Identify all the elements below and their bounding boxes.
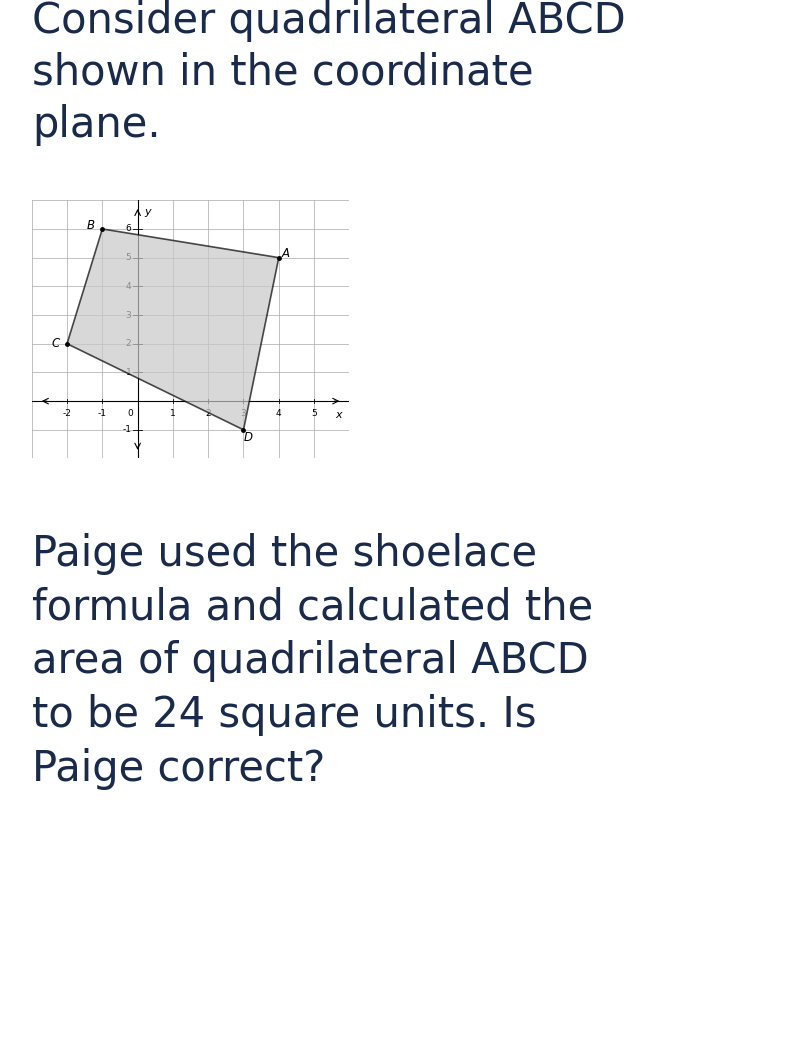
Text: 4: 4	[125, 281, 131, 291]
Text: 5: 5	[125, 253, 131, 262]
Text: B: B	[87, 219, 95, 232]
Text: C: C	[52, 337, 60, 350]
Text: -1: -1	[122, 426, 131, 434]
Text: D: D	[243, 431, 252, 445]
Text: 1: 1	[125, 368, 131, 377]
Text: 1: 1	[170, 409, 175, 418]
Text: y: y	[144, 208, 151, 217]
Text: 4: 4	[276, 409, 282, 418]
Text: 3: 3	[241, 409, 246, 418]
Text: -1: -1	[98, 409, 107, 418]
Text: 2: 2	[206, 409, 211, 418]
Text: Paige used the shoelace
formula and calculated the
area of quadrilateral ABCD
to: Paige used the shoelace formula and calc…	[32, 533, 593, 789]
Text: 6: 6	[125, 225, 131, 233]
Text: Consider quadrilateral ABCD
shown in the coordinate
plane.: Consider quadrilateral ABCD shown in the…	[32, 0, 626, 145]
Text: 0: 0	[127, 409, 133, 418]
Text: x: x	[335, 410, 342, 419]
Text: 5: 5	[311, 409, 317, 418]
Text: 2: 2	[125, 339, 131, 348]
Text: 3: 3	[125, 311, 131, 319]
Polygon shape	[67, 229, 279, 430]
Text: -2: -2	[63, 409, 71, 418]
Text: A: A	[281, 247, 289, 260]
